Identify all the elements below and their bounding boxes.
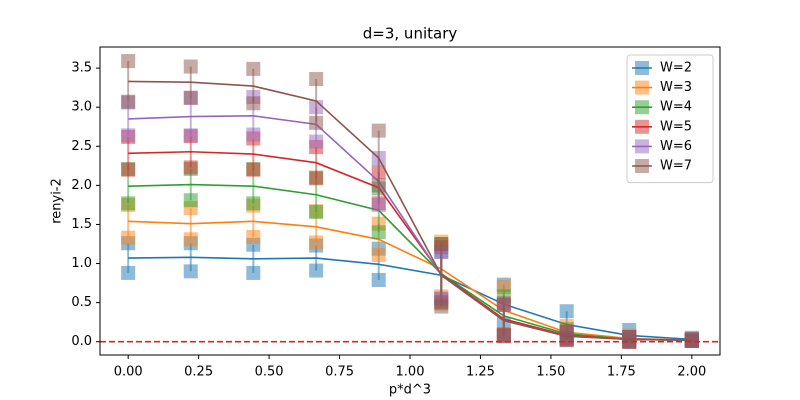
y-tick-label: 1.0 xyxy=(71,256,92,271)
error-cap xyxy=(121,94,136,109)
series-line xyxy=(128,80,692,341)
y-tick-label: 2.5 xyxy=(71,139,92,154)
error-cap xyxy=(371,247,386,262)
series-line xyxy=(128,220,692,341)
error-cap xyxy=(246,162,261,177)
error-cap xyxy=(183,160,198,175)
error-cap xyxy=(434,299,449,314)
x-tick-label: 2.00 xyxy=(677,365,706,380)
legend-label: W=4 xyxy=(660,100,692,115)
error-cap xyxy=(121,128,136,143)
x-tick-label: 1.00 xyxy=(396,365,425,380)
error-cap xyxy=(559,304,574,319)
error-cap xyxy=(121,162,136,177)
error-cap xyxy=(183,264,198,279)
chart-title: d=3, unitary xyxy=(363,25,458,43)
error-cap xyxy=(121,265,136,280)
y-tick-label: 1.5 xyxy=(71,217,92,232)
y-tick-label: 3.5 xyxy=(71,61,92,76)
error-cap xyxy=(183,193,198,208)
y-tick-label: 0.5 xyxy=(71,295,92,310)
error-cap xyxy=(309,204,324,219)
y-tick-label: 3.0 xyxy=(71,100,92,115)
x-tick-label: 0.50 xyxy=(255,365,284,380)
error-cap xyxy=(309,235,324,250)
error-cap xyxy=(434,236,449,251)
x-tick-label: 1.75 xyxy=(607,365,636,380)
y-tick-label: 0.0 xyxy=(71,334,92,349)
legend-label: W=7 xyxy=(660,159,692,174)
error-cap xyxy=(121,196,136,211)
error-cap xyxy=(246,127,261,142)
error-cap xyxy=(183,59,198,74)
error-cap xyxy=(622,330,637,345)
error-cap xyxy=(371,178,386,193)
error-cap xyxy=(309,134,324,149)
error-cap xyxy=(371,197,386,212)
error-cap xyxy=(246,229,261,244)
legend-label: W=2 xyxy=(660,61,692,76)
error-cap xyxy=(183,128,198,143)
error-cap xyxy=(371,123,386,138)
x-tick-label: 0.25 xyxy=(184,365,213,380)
error-cap xyxy=(309,72,324,87)
y-tick-label: 2.0 xyxy=(71,178,92,193)
x-tick-label: 1.25 xyxy=(466,365,495,380)
error-cap xyxy=(371,225,386,240)
error-cap xyxy=(496,329,511,344)
legend-swatch xyxy=(635,159,649,173)
error-cap xyxy=(121,54,136,69)
x-tick-label: 0.00 xyxy=(114,365,143,380)
error-cap xyxy=(309,263,324,278)
series-line xyxy=(128,256,692,341)
plot-frame xyxy=(99,46,721,356)
legend-swatch xyxy=(635,119,649,134)
error-cap xyxy=(371,272,386,287)
error-cap xyxy=(246,61,261,76)
legend-swatch xyxy=(635,80,649,95)
error-cap xyxy=(309,171,324,186)
error-cap xyxy=(246,265,261,280)
legend-label: W=5 xyxy=(660,119,692,134)
legend-label: W=6 xyxy=(660,139,692,154)
error-cap xyxy=(496,297,511,312)
legend-swatch xyxy=(635,61,649,75)
x-axis-label: p*d^3 xyxy=(389,383,431,398)
error-cap xyxy=(183,90,198,105)
x-tick-label: 0.75 xyxy=(325,365,354,380)
legend-swatch xyxy=(635,100,649,115)
y-axis-label: renyi-2 xyxy=(50,178,65,224)
error-cap xyxy=(183,232,198,247)
x-tick-label: 1.50 xyxy=(536,365,565,380)
legend-label: W=3 xyxy=(660,80,692,95)
error-cap xyxy=(246,196,261,211)
error-cap xyxy=(121,230,136,245)
legend-swatch xyxy=(635,139,649,154)
error-cap xyxy=(246,96,261,111)
error-cap xyxy=(309,115,324,130)
